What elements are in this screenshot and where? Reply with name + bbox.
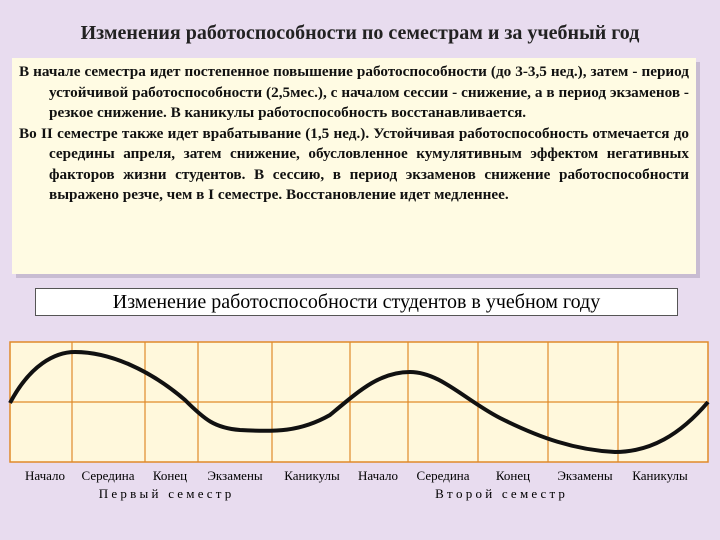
slide-title: Изменения работоспособности по семестрам… bbox=[80, 22, 640, 44]
diagram: Начало Середина Конец Экзамены Каникулы Начал… bbox=[8, 341, 710, 501]
period-label: Середина bbox=[82, 468, 135, 483]
diagram-title: Изменение работоспособности студентов в … bbox=[35, 288, 678, 316]
period-label: Середина bbox=[417, 468, 470, 483]
semester-label: В т о р о й с е м е с т р bbox=[435, 486, 565, 501]
workability-curve bbox=[8, 349, 710, 455]
period-label: Каникулы bbox=[284, 468, 340, 483]
paragraph: В начале семестра идет постепенное повыш… bbox=[19, 63, 689, 121]
grid bbox=[10, 342, 708, 462]
period-label: Каникулы bbox=[632, 468, 688, 483]
paragraph: Во II семестре также идет врабатывание (… bbox=[19, 124, 689, 204]
semester-label: П е р в ы й с е м е с т р bbox=[99, 486, 231, 501]
period-label: Экзамены bbox=[557, 468, 613, 483]
text-box: В начале семестра идет постепенное повыш… bbox=[12, 58, 696, 274]
period-label: Конец bbox=[496, 468, 530, 483]
period-label: Начало bbox=[358, 468, 398, 483]
period-label: Экзамены bbox=[207, 468, 263, 483]
period-label: Начало bbox=[25, 468, 65, 483]
period-label: Конец bbox=[153, 468, 187, 483]
